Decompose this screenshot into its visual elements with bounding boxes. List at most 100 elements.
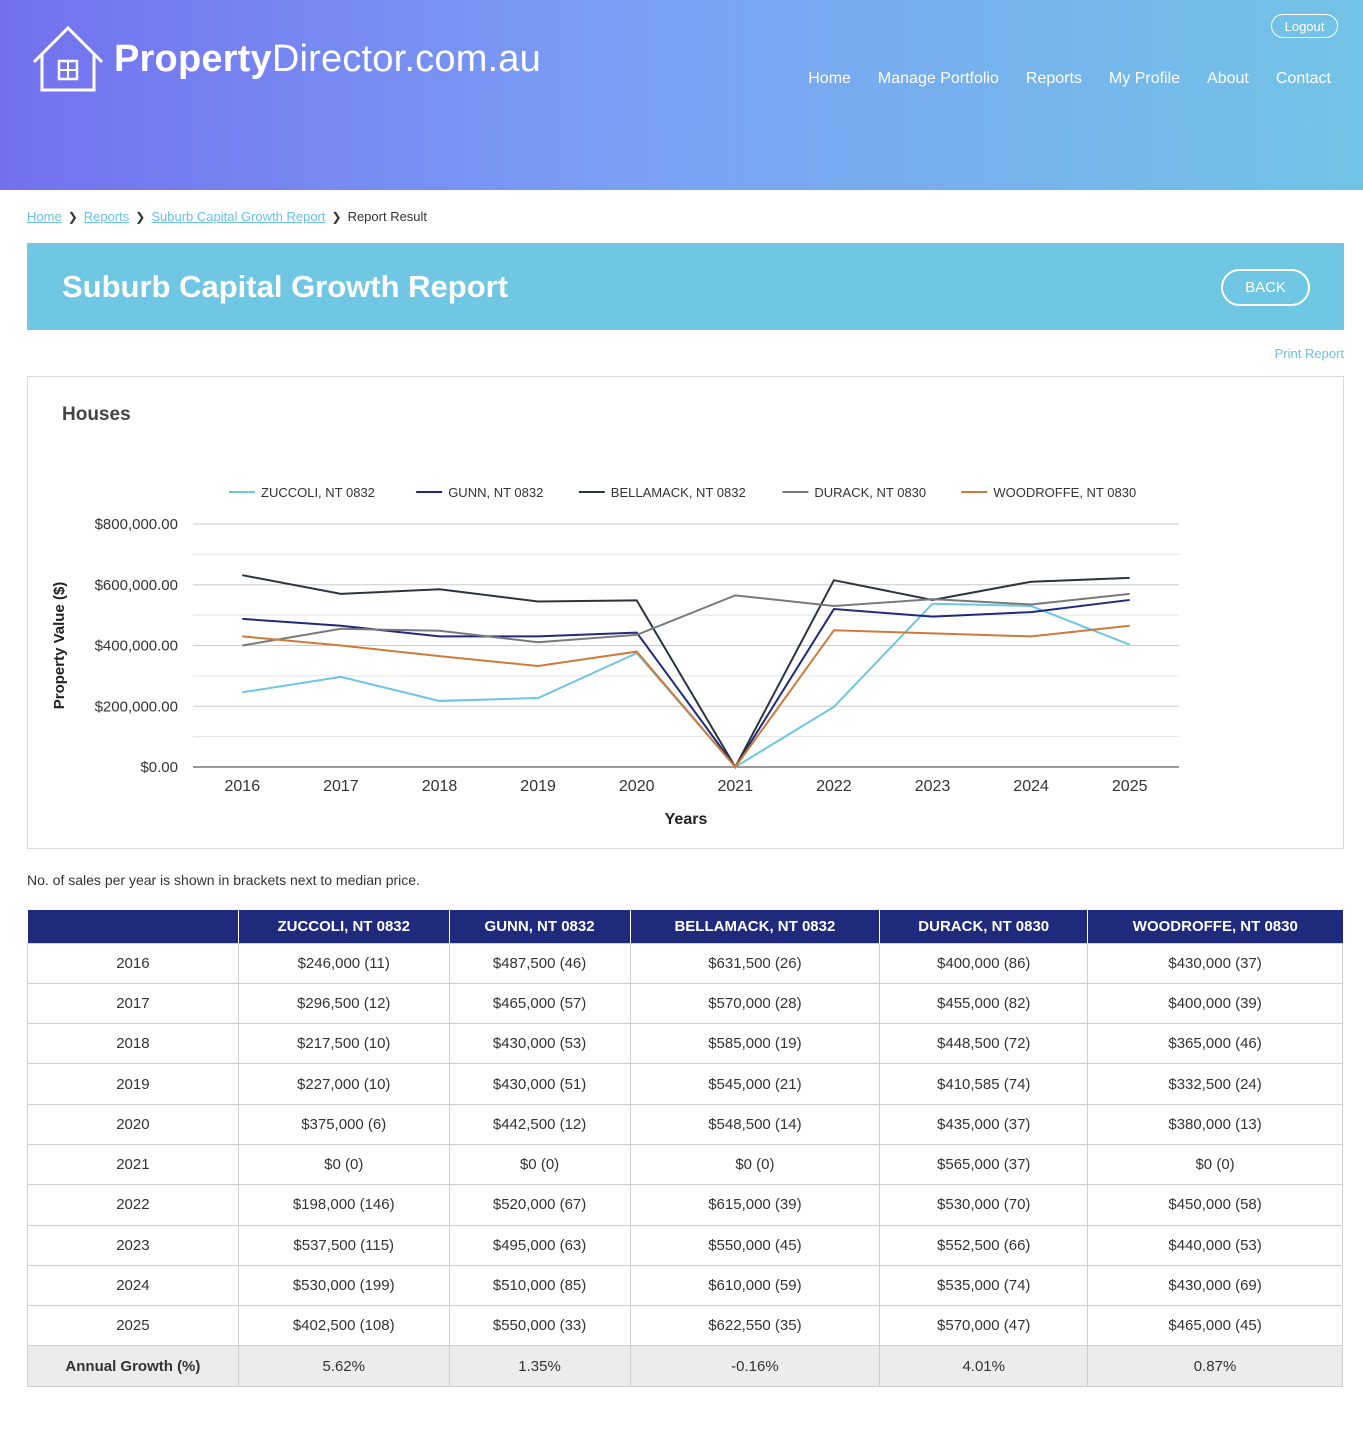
back-button[interactable]: BACK: [1221, 269, 1310, 306]
table-cell-year: 2025: [27, 1305, 239, 1347]
nav-contact[interactable]: Contact: [1275, 70, 1331, 87]
logo-text-rest: Director.com.au: [271, 37, 541, 80]
nav-my-profile[interactable]: My Profile: [1108, 70, 1181, 87]
legend-label: DURACK, NT 0830: [814, 485, 926, 500]
table-cell-value: $435,000 (37): [879, 1103, 1089, 1145]
table-cell-year: 2021: [27, 1143, 239, 1186]
series-line-1: [242, 598, 1130, 769]
table-cell-value: $198,000 (146): [237, 1184, 450, 1226]
table-cell-value: $442,500 (12): [448, 1103, 631, 1145]
print-report-link[interactable]: Print Report: [1274, 346, 1344, 361]
site-logo[interactable]: PropertyDirector.com.au: [32, 24, 541, 94]
table-header-blank: [27, 910, 239, 943]
table-cell-year: 2016: [27, 942, 239, 984]
growth-table: ZUCCOLI, NT 0832 GUNN, NT 0832 BELLAMACK, …: [27, 910, 1343, 1387]
table-cell-value: $545,000 (21): [629, 1063, 881, 1105]
table-cell-value: $430,000 (53): [448, 1023, 631, 1065]
annual-growth-value: 1.35%: [448, 1345, 631, 1387]
table-cell-value: $402,500 (108): [237, 1305, 450, 1347]
logo-text-bold: Property: [114, 37, 272, 80]
nav-home[interactable]: Home: [808, 70, 851, 87]
table-cell-year: 2018: [27, 1023, 239, 1065]
logout-button[interactable]: Logout: [1271, 14, 1338, 38]
table-cell-year: 2024: [27, 1264, 239, 1307]
legend-label: BELLAMACK, NT 0832: [611, 485, 746, 500]
table-cell-value: $365,000 (46): [1087, 1023, 1343, 1065]
table-cell-year: 2020: [27, 1103, 239, 1145]
table-row: 2019 $227,000 (10) $430,000 (51) $545,000 (…: [27, 1063, 1343, 1105]
table-header-suburb: WOODROFFE, NT 0830: [1087, 910, 1343, 943]
table-row: 2024 $530,000 (199) $510,000 (85) $610,000 …: [27, 1264, 1343, 1307]
table-cell-value: $585,000 (19): [629, 1023, 881, 1065]
table-cell-year: 2019: [27, 1063, 239, 1105]
table-row: 2023 $537,500 (115) $495,000 (63) $550,000 …: [27, 1224, 1343, 1266]
table-cell-value: $631,500 (26): [629, 942, 881, 984]
table-cell-year: 2017: [27, 982, 239, 1025]
chevron-right-icon: ❯: [135, 209, 146, 224]
table-cell-value: $520,000 (67): [448, 1184, 631, 1226]
table-cell-value: $375,000 (6): [237, 1103, 450, 1145]
chart-title: Houses: [62, 404, 131, 425]
breadcrumb-home[interactable]: Home: [27, 209, 62, 224]
table-cell-value: $570,000 (47): [879, 1305, 1089, 1347]
site-header: PropertyDirector.com.au Logout Home Mana…: [0, 0, 1363, 190]
annual-growth-label: Annual Growth (%): [27, 1345, 239, 1387]
nav-manage-portfolio[interactable]: Manage Portfolio: [877, 70, 999, 87]
table-row: 2018 $217,500 (10) $430,000 (53) $585,000 (…: [27, 1023, 1343, 1065]
x-tick-label: 2023: [915, 778, 951, 795]
breadcrumb-reports[interactable]: Reports: [83, 209, 130, 224]
table-header-suburb: BELLAMACK, NT 0832: [629, 910, 880, 943]
chart-card: Houses $0.00 $200,000.00 $400,000.00 $600,0…: [27, 376, 1344, 849]
x-tick-label: 2022: [816, 778, 852, 795]
nav-about[interactable]: About: [1207, 70, 1249, 87]
table-cell-value: $296,500 (12): [237, 982, 450, 1025]
y-tick-label: $400,000.00: [95, 638, 178, 655]
nav-reports[interactable]: Reports: [1025, 70, 1082, 87]
chevron-right-icon: ❯: [331, 209, 342, 224]
legend-label: GUNN, NT 0832: [448, 485, 543, 500]
table-cell-value: $465,000 (57): [448, 982, 631, 1025]
table-cell-value: $0 (0): [448, 1143, 631, 1186]
table-row: 2017 $296,500 (12) $465,000 (57) $570,000 (…: [27, 982, 1343, 1025]
table-cell-value: $535,000 (74): [879, 1264, 1089, 1307]
table-cell-value: $530,000 (70): [879, 1184, 1089, 1226]
table-row: 2022 $198,000 (146) $520,000 (67) $615,000 …: [27, 1184, 1343, 1226]
breadcrumb-suburb-capital-growth[interactable]: Suburb Capital Growth Report: [151, 209, 326, 224]
x-tick-label: 2025: [1112, 778, 1148, 795]
x-axis-title: Years: [665, 811, 708, 828]
y-axis-title: Property Value ($): [51, 582, 68, 710]
table-header-row: ZUCCOLI, NT 0832 GUNN, NT 0832 BELLAMACK, …: [27, 910, 1343, 943]
table-header-suburb: ZUCCOLI, NT 0832: [237, 910, 450, 943]
table-cell-value: $448,500 (72): [879, 1023, 1089, 1065]
table-header-suburb: GUNN, NT 0832: [448, 910, 630, 943]
table-cell-value: $495,000 (63): [448, 1224, 631, 1266]
table-cell-value: $380,000 (13): [1087, 1103, 1343, 1145]
table-cell-value: $410,585 (74): [879, 1063, 1089, 1105]
series-line-4: [242, 624, 1130, 769]
house-logo-icon: [32, 25, 104, 92]
y-tick-label: $800,000.00: [95, 516, 178, 533]
logo-text: PropertyDirector.com.au: [114, 38, 541, 81]
table-cell-value: $550,000 (33): [448, 1305, 631, 1347]
table-cell-value: $332,500 (24): [1087, 1063, 1343, 1105]
table-cell-value: $610,000 (59): [629, 1264, 881, 1307]
x-tick-label: 2021: [718, 778, 754, 795]
x-tick-label: 2016: [225, 778, 261, 795]
x-tick-label: 2018: [422, 778, 458, 795]
line-chart: $0.00 $200,000.00 $400,000.00 $600,000.00 $8…: [51, 485, 1179, 828]
table-row: 2021 $0 (0) $0 (0) $0 (0) $565,000 (37) $0 (0…: [27, 1143, 1343, 1186]
table-cell-value: $0 (0): [1087, 1143, 1343, 1186]
table-cell-value: $430,000 (69): [1087, 1264, 1343, 1307]
table-cell-value: $0 (0): [237, 1143, 450, 1186]
table-cell-value: $550,000 (45): [629, 1224, 881, 1266]
table-cell-value: $246,000 (11): [237, 942, 450, 984]
table-cell-value: $537,500 (115): [237, 1224, 450, 1266]
table-cell-value: $548,500 (14): [629, 1103, 881, 1145]
table-cell-value: $450,000 (58): [1087, 1184, 1343, 1226]
table-cell-value: $430,000 (37): [1087, 942, 1343, 984]
breadcrumb-current: Report Result: [347, 209, 428, 224]
table-cell-value: $217,500 (10): [237, 1023, 450, 1065]
x-tick-label: 2017: [323, 778, 359, 795]
table-row: 2025 $402,500 (108) $550,000 (33) $622,550 …: [27, 1305, 1343, 1347]
table-cell-value: $570,000 (28): [629, 982, 881, 1025]
